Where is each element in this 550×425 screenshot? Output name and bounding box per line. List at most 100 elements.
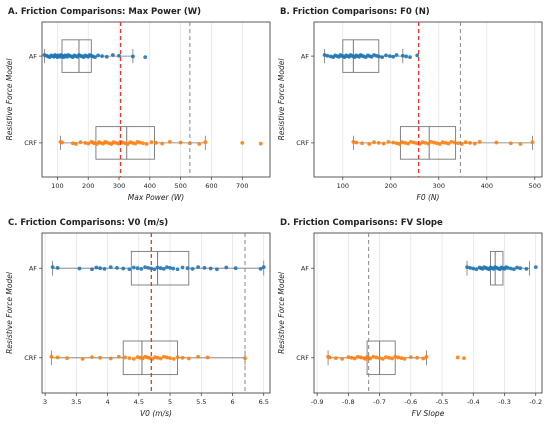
data-point xyxy=(149,140,154,145)
data-point xyxy=(415,355,419,360)
data-point xyxy=(73,142,78,146)
data-point xyxy=(146,265,151,270)
x-axis-label: V0 (m/s) xyxy=(140,409,172,418)
data-point xyxy=(402,356,407,361)
x-tick-label: -0.5 xyxy=(436,398,449,406)
data-point xyxy=(391,54,396,59)
plot-frame xyxy=(41,21,271,178)
data-point xyxy=(377,356,382,361)
y-axis-label: Resistive Force Model xyxy=(5,58,14,141)
data-point xyxy=(449,139,454,144)
panel-a: A. Friction Comparisons: Max Power (W) 10… xyxy=(5,7,271,202)
panel-title: A. Friction Comparisons: Max Power (W) xyxy=(8,7,201,17)
data-point xyxy=(86,141,91,146)
y-tick-label: AF xyxy=(29,52,37,60)
data-point xyxy=(144,142,149,146)
x-tick-label: 500 xyxy=(529,182,541,190)
data-point xyxy=(426,141,431,146)
y-tick-label: CRF xyxy=(24,354,37,362)
x-tick-label: 3.5 xyxy=(71,398,81,406)
data-point xyxy=(471,266,476,271)
x-tick-label: 500 xyxy=(174,182,186,190)
x-tick-label: -0.4 xyxy=(467,398,480,406)
data-point xyxy=(96,53,100,58)
data-point xyxy=(83,141,88,145)
data-point xyxy=(381,141,386,146)
data-point xyxy=(175,355,180,359)
data-point xyxy=(93,55,97,60)
data-point xyxy=(440,140,445,145)
data-point xyxy=(160,141,165,146)
x-tick-label: 4 xyxy=(106,398,110,406)
series-af xyxy=(322,39,420,73)
x-tick-label: 4.5 xyxy=(134,398,144,406)
data-point xyxy=(90,355,94,359)
data-point xyxy=(139,267,144,271)
x-tick-label: 700 xyxy=(236,182,248,190)
data-point xyxy=(49,354,54,359)
data-point xyxy=(55,265,60,270)
x-tick-label: -0.9 xyxy=(311,398,324,406)
data-point xyxy=(414,141,419,146)
data-point xyxy=(406,141,410,146)
data-point xyxy=(393,354,398,359)
data-point xyxy=(90,267,94,272)
data-point xyxy=(351,139,356,144)
series-crf xyxy=(351,126,535,160)
data-point xyxy=(421,356,426,361)
data-point xyxy=(505,265,510,270)
data-point xyxy=(452,140,457,145)
data-point xyxy=(429,139,434,144)
data-point xyxy=(472,141,477,146)
data-point xyxy=(233,266,238,271)
data-point xyxy=(494,140,499,145)
plot-frame xyxy=(313,232,543,394)
data-point xyxy=(354,140,359,145)
data-point xyxy=(167,139,172,144)
data-point xyxy=(258,141,263,146)
data-point xyxy=(352,356,357,361)
data-point xyxy=(384,53,388,58)
data-point xyxy=(386,139,391,144)
data-point xyxy=(518,266,523,271)
data-point xyxy=(371,354,376,359)
data-point xyxy=(367,142,372,146)
data-point xyxy=(161,354,166,359)
data-point xyxy=(390,356,394,361)
data-point xyxy=(468,265,473,270)
data-point xyxy=(349,355,354,360)
data-point xyxy=(190,267,195,271)
data-point xyxy=(462,356,466,361)
panel-title: B. Friction Comparisons: F0 (N) xyxy=(280,7,430,17)
data-point xyxy=(474,267,479,272)
data-point xyxy=(400,53,405,58)
data-point xyxy=(196,265,201,270)
x-tick-label: 400 xyxy=(481,182,493,190)
panel-d: D. Friction Comparisons: FV Slope -0.9 -0.… xyxy=(277,218,543,418)
x-axis-label: F0 (N) xyxy=(417,193,440,202)
data-point xyxy=(420,140,425,145)
data-point xyxy=(65,356,69,361)
data-point xyxy=(437,142,442,146)
data-point xyxy=(340,356,345,361)
data-point xyxy=(403,141,408,145)
data-point xyxy=(98,266,102,271)
data-point xyxy=(322,53,327,57)
y-axis-label: Resistive Force Model xyxy=(5,271,14,354)
data-point xyxy=(171,356,176,361)
data-point xyxy=(456,141,460,146)
data-point xyxy=(243,356,247,361)
data-point xyxy=(455,355,460,360)
data-point xyxy=(131,265,136,270)
data-point xyxy=(196,354,201,359)
data-point xyxy=(70,141,75,146)
data-point xyxy=(327,355,332,360)
data-point xyxy=(138,140,142,145)
data-point xyxy=(394,53,399,57)
data-point xyxy=(468,141,472,145)
data-point xyxy=(141,141,145,146)
x-axis-label: Max Power (W) xyxy=(128,193,185,202)
data-point xyxy=(374,355,379,360)
data-point xyxy=(116,354,121,359)
